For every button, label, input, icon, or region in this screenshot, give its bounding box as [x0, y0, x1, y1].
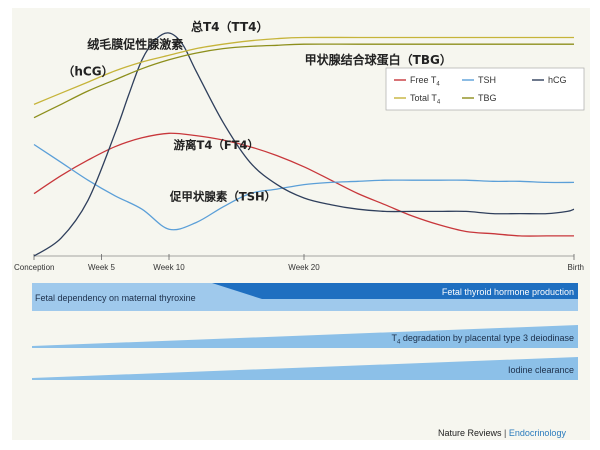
annotation-tt4: 总T4（TT4） — [191, 19, 269, 34]
legend-box — [385, 67, 585, 111]
band-wedge-2 — [32, 357, 578, 380]
legend-label: hCG — [548, 75, 567, 85]
series-line-tsh — [33, 143, 575, 231]
journal-name-part1: Nature Reviews — [438, 428, 502, 438]
series-lines-group — [33, 32, 575, 257]
annotation-tbg: 甲状腺结合球蛋白（TBG） — [305, 52, 452, 67]
legend-label: TBG — [478, 93, 497, 103]
journal-name-part2: Endocrinology — [508, 428, 566, 438]
series-line-free-t4 — [33, 132, 574, 237]
bands-group: Fetal dependency on maternal thyroxine Fe… — [32, 283, 578, 380]
band-wedge-label-2: Iodine clearance — [508, 365, 574, 375]
x-axis-group: Conception Week 5 Week 10 Week 20 Birth — [14, 254, 584, 272]
x-tick-label: Week 5 — [88, 263, 116, 272]
series-line-tbg — [33, 43, 574, 119]
series-line-total-t4 — [33, 36, 574, 105]
band-dependency-label: Fetal dependency on maternal thyroxine — [35, 293, 196, 303]
figure-panel: Fetal dependency on maternal thyroxine Fe… — [12, 8, 590, 440]
band-fetal-production-wedge — [212, 283, 578, 299]
band-wedge-label-rest: degradation by placental type 3 deiodina… — [400, 333, 574, 343]
x-tick-label: Week 20 — [288, 263, 320, 272]
journal-separator: | — [504, 428, 507, 438]
annotation-ft4: 游离T4（FT4） — [173, 138, 259, 152]
journal-credit: Nature Reviews | Endocrinology — [438, 428, 566, 438]
band-wedge-label-1: T4 degradation by placental type 3 deiod… — [392, 333, 574, 346]
annotation-tsh: 促甲状腺素（TSH） — [169, 189, 276, 203]
legend-label-subscript: 4 — [437, 100, 441, 106]
series-line-hcg — [33, 32, 575, 257]
x-tick-label: Birth — [568, 263, 584, 272]
legend-label-subscript: 4 — [436, 82, 440, 88]
annotation-hcg_cn: 绒毛膜促性腺激素 — [87, 37, 183, 52]
legend-label: TSH — [478, 75, 496, 85]
legend-label: Total T4 — [410, 93, 441, 106]
annotation-hcg_en: （hCG） — [62, 63, 113, 78]
band-wedge-label-subscript: 4 — [397, 340, 401, 346]
band-production-label: Fetal thyroid hormone production — [442, 287, 574, 297]
x-tick-label: Week 10 — [153, 263, 185, 272]
annotations-group: 绒毛膜促性腺激素 （hCG） 总T4（TT4） 甲状腺结合球蛋白（TBG） 游离T4（F… — [62, 19, 451, 203]
band-wedge-1 — [32, 325, 578, 348]
legend-group: Free T4 TSH hCG Total T4 TBG — [385, 67, 585, 111]
legend-label: Free T4 — [410, 75, 440, 88]
x-tick-label: Conception — [14, 263, 54, 272]
chart-svg: Fetal dependency on maternal thyroxine Fe… — [14, 19, 585, 380]
